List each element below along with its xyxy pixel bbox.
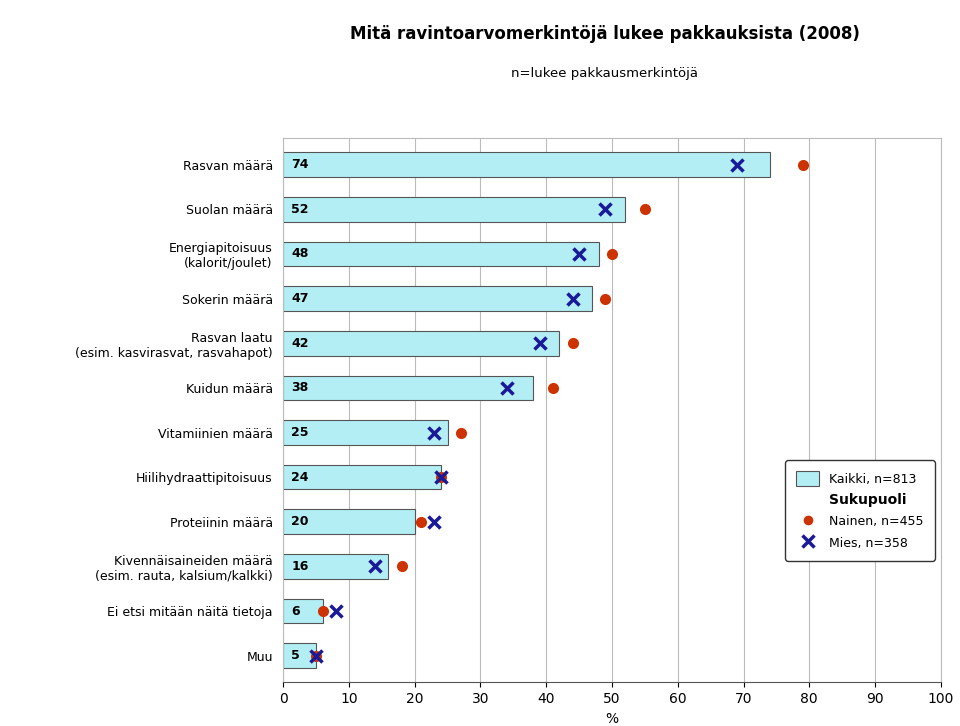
Bar: [283, 465, 441, 489]
Text: 48: 48: [291, 248, 308, 261]
Text: 16: 16: [291, 560, 308, 573]
Text: 42: 42: [291, 337, 308, 350]
Bar: [283, 286, 592, 311]
Legend: Kaikki, n=813, Sukupuoli, Nainen, n=455, Mies, n=358: Kaikki, n=813, Sukupuoli, Nainen, n=455,…: [785, 460, 934, 561]
Bar: [283, 510, 415, 534]
Text: 5: 5: [291, 649, 300, 662]
Bar: [283, 375, 533, 400]
Text: Mitä ravintoarvomerkintöjä lukee pakkauksista (2008): Mitä ravintoarvomerkintöjä lukee pakkauk…: [349, 25, 860, 44]
Text: 52: 52: [291, 203, 308, 216]
Bar: [283, 554, 389, 579]
Bar: [283, 197, 625, 221]
Text: 47: 47: [291, 292, 308, 305]
Text: 25: 25: [291, 426, 308, 439]
Text: 24: 24: [291, 470, 308, 484]
Bar: [283, 599, 323, 624]
Bar: [283, 331, 560, 356]
Text: 20: 20: [291, 515, 308, 529]
Text: 74: 74: [291, 158, 308, 171]
Bar: [283, 152, 770, 177]
Bar: [283, 643, 316, 668]
Bar: [283, 420, 447, 445]
Text: taloustutkimus oy: taloustutkimus oy: [30, 34, 244, 54]
Text: 6: 6: [291, 605, 300, 618]
X-axis label: %: %: [606, 711, 618, 726]
Text: 38: 38: [291, 381, 308, 394]
Text: n=lukee pakkausmerkintöjä: n=lukee pakkausmerkintöjä: [512, 67, 698, 80]
Bar: [283, 242, 599, 266]
